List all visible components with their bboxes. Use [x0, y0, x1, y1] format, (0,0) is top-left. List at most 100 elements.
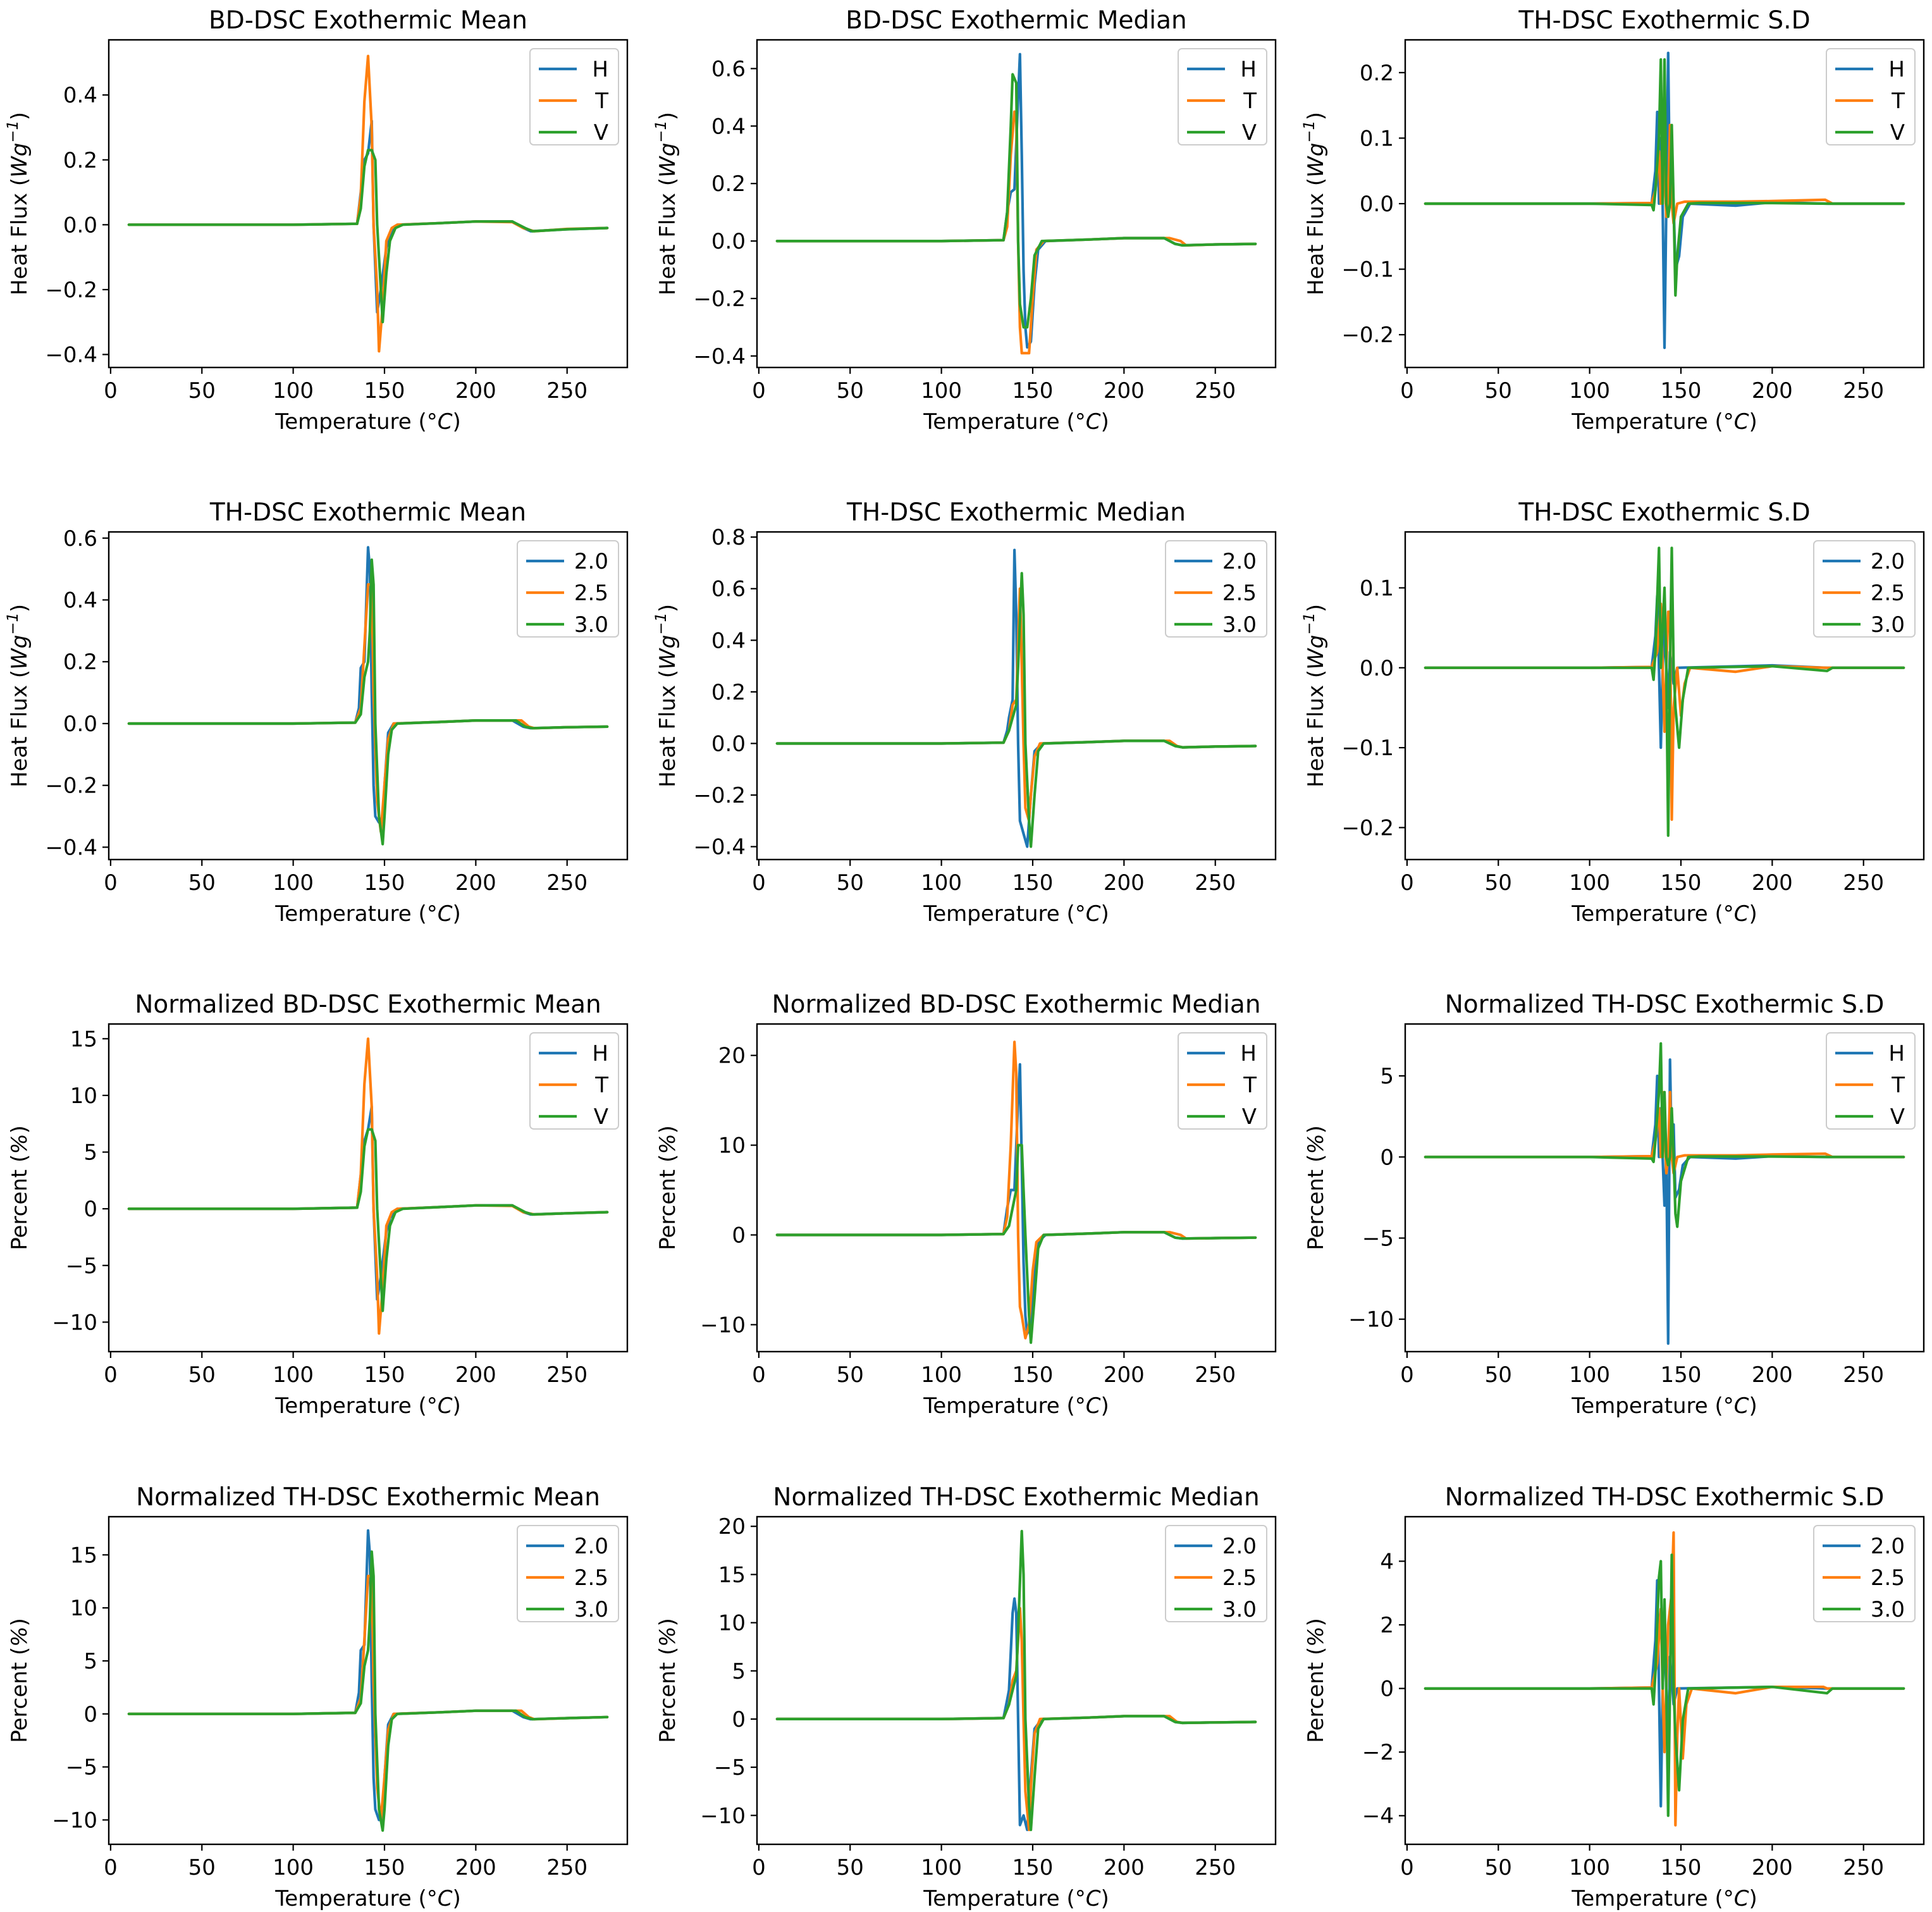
x-tick-label: 200	[1104, 378, 1145, 404]
x-tick-label: 200	[1752, 1855, 1793, 1880]
y-tick-label: −0.2	[693, 783, 746, 808]
y-tick-label: 0.4	[711, 628, 746, 653]
legend-box	[1165, 1525, 1267, 1622]
x-tick-label: 250	[1843, 1855, 1884, 1880]
y-tick-label: 0.0	[63, 213, 97, 238]
x-tick-label: 150	[1661, 870, 1702, 896]
x-tick-label: 150	[364, 870, 405, 896]
x-tick-label: 50	[837, 870, 864, 896]
x-tick-label: 0	[1400, 378, 1414, 404]
legend-label: 3.0	[1222, 612, 1257, 638]
y-tick-label: 0.0	[1360, 656, 1394, 681]
series-group	[127, 546, 609, 846]
legend-label: H	[1888, 1041, 1905, 1066]
x-axis-label: Temperature (°C)	[1571, 901, 1757, 927]
x-tick-label: 0	[752, 378, 766, 404]
x-tick-label: 250	[1195, 1362, 1236, 1388]
x-tick-label: 200	[455, 1855, 496, 1880]
chart-title: TH-DSC Exothermic S.D	[1518, 498, 1810, 527]
x-tick-label: 200	[1104, 870, 1145, 896]
y-tick-label: −0.2	[693, 287, 746, 312]
x-tick-label: 100	[273, 378, 314, 404]
y-axis-label: Percent (%)	[7, 1618, 32, 1743]
legend-label: V	[1890, 1104, 1905, 1130]
legend-box	[1826, 48, 1916, 145]
y-axis-label: Percent (%)	[655, 1618, 680, 1743]
y-tick-label: 15	[70, 1543, 97, 1568]
plot-frame	[108, 39, 629, 369]
y-tick-label: 10	[718, 1611, 746, 1636]
x-axis-label: Temperature (°C)	[923, 901, 1109, 927]
chart-title: TH-DSC Exothermic Median	[846, 498, 1186, 527]
x-tick-label: 50	[188, 378, 216, 404]
y-tick-label: −5	[714, 1755, 746, 1780]
x-tick-label: 250	[1843, 1362, 1884, 1388]
plot-frame	[108, 1515, 629, 1846]
series-line-2.0	[127, 1529, 609, 1822]
chart-title: Normalized TH-DSC Exothermic Mean	[136, 1483, 600, 1512]
legend: 2.0 2.5 3.0	[1813, 540, 1916, 638]
x-tick-label: 100	[1569, 378, 1610, 404]
legend-box	[1178, 1032, 1267, 1130]
y-tick-label: 15	[718, 1562, 746, 1588]
y-tick-label: −10	[700, 1312, 746, 1338]
legend-label: 2.0	[1871, 549, 1905, 574]
legend-box	[1813, 1525, 1916, 1622]
legend-label: V	[1242, 120, 1257, 145]
x-tick-label: 150	[364, 1855, 405, 1880]
x-tick-label: 100	[1569, 870, 1610, 896]
series-group	[1424, 546, 1905, 837]
y-tick-label: 0	[732, 1223, 746, 1249]
x-tick-label: 100	[921, 1855, 962, 1880]
x-tick-label: 250	[546, 1362, 588, 1388]
y-tick-label: 0	[83, 1197, 97, 1222]
y-axis-label: Percent (%)	[1303, 1125, 1329, 1250]
x-tick-label: 150	[1012, 378, 1054, 404]
x-tick-label: 100	[273, 1362, 314, 1388]
y-tick-label: 4	[1380, 1549, 1394, 1574]
legend: 2.0 2.5 3.0	[1813, 1525, 1916, 1622]
x-tick-label: 0	[1400, 870, 1414, 896]
legend-box	[1165, 540, 1267, 638]
series-line-3.0	[1424, 546, 1905, 837]
x-axis-label: Temperature (°C)	[923, 1886, 1109, 1911]
x-tick-label: 150	[1661, 378, 1702, 404]
legend-label: H	[592, 57, 608, 82]
x-tick-label: 50	[837, 1855, 864, 1880]
series-line-3.0	[127, 558, 609, 846]
series-line-3.0	[775, 572, 1257, 848]
y-tick-label: 15	[70, 1027, 97, 1052]
legend-label: T	[1243, 1073, 1257, 1098]
x-tick-label: 50	[1485, 870, 1512, 896]
y-tick-label: 5	[732, 1659, 746, 1684]
plot-frame	[756, 39, 1277, 369]
x-tick-label: 50	[1485, 1855, 1512, 1880]
legend: HTV	[529, 48, 619, 145]
legend: HTV	[1178, 1032, 1267, 1130]
plot-frame	[108, 1023, 629, 1353]
chart-title: BD-DSC Exothermic Median	[846, 6, 1187, 35]
x-tick-label: 0	[104, 1362, 118, 1388]
legend-label: V	[594, 1104, 608, 1130]
x-axis-label: Temperature (°C)	[274, 1393, 460, 1419]
legend: HTV	[529, 1032, 619, 1130]
legend-label: 2.5	[1871, 1565, 1905, 1591]
chart-panel-12: 0 50 100 150 200 250 −4 −2 0 2 4 Normalized TH-DSC …	[1303, 1483, 1925, 1911]
y-tick-label: 0.4	[711, 114, 746, 139]
legend-label: 3.0	[574, 1597, 608, 1622]
y-tick-label: −10	[700, 1803, 746, 1829]
x-tick-label: 100	[921, 870, 962, 896]
y-tick-label: 0.6	[63, 526, 97, 552]
x-tick-label: 150	[1012, 870, 1054, 896]
x-tick-label: 0	[104, 870, 118, 896]
y-tick-label: 0	[1380, 1677, 1394, 1702]
y-tick-label: 5	[83, 1140, 97, 1166]
series-group	[775, 548, 1257, 848]
y-tick-label: −2	[1362, 1740, 1394, 1765]
y-tick-label: −0.1	[1341, 257, 1394, 283]
chart-panel-3: 0 50 100 150 200 250 −0.2 −0.1 0.0 0.1 0.2 TH-DSC E…	[1300, 6, 1925, 435]
y-tick-label: 0	[83, 1702, 97, 1727]
legend-box	[1178, 48, 1267, 145]
x-tick-label: 100	[273, 1855, 314, 1880]
